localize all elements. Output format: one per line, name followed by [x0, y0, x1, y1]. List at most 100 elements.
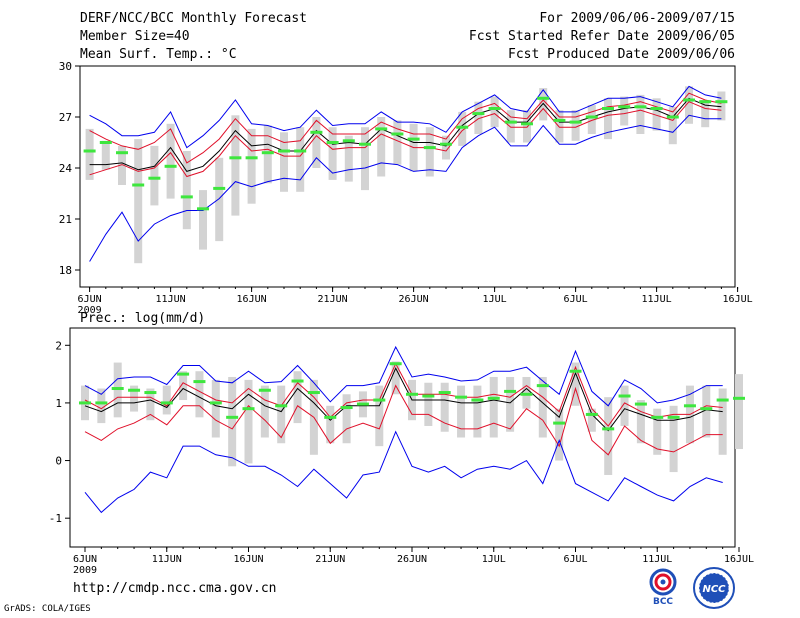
median-marker: [634, 402, 647, 406]
series-line-upper-inner: [84, 362, 723, 427]
spread-box: [474, 101, 483, 134]
spread-box: [134, 139, 143, 264]
spread-box: [150, 145, 159, 206]
median-marker: [602, 107, 614, 110]
y-tick-label: 18: [59, 264, 72, 277]
spread-box: [228, 376, 237, 467]
footer-url[interactable]: http://cmdp.ncc.cma.gov.cn: [73, 581, 277, 596]
x-tick-label: 11JUN: [152, 554, 182, 565]
series-line-min: [84, 430, 723, 514]
spread-box: [458, 111, 467, 146]
spread-box: [489, 376, 498, 438]
spread-box: [702, 385, 711, 438]
spread-box: [361, 127, 369, 191]
median-marker: [504, 120, 517, 124]
median-marker: [618, 105, 631, 109]
median-marker: [342, 139, 355, 143]
fcst-produced-date: Fcst Produced Date 2009/06/06: [508, 47, 735, 62]
spread-box: [280, 132, 288, 192]
median-marker: [715, 100, 728, 104]
spread-box: [652, 98, 661, 131]
median-marker: [683, 404, 696, 408]
x-tick-label: 21JUN: [315, 554, 345, 565]
spread-box: [263, 125, 272, 184]
median-marker: [193, 380, 206, 384]
median-marker: [245, 156, 258, 160]
spread-box: [179, 371, 188, 401]
median-marker: [307, 391, 320, 395]
chart-title: DERF/NCC/BCC Monthly Forecast: [80, 11, 307, 26]
spread-box: [101, 140, 110, 170]
y-tick-label: 21: [59, 213, 72, 226]
median-marker: [423, 146, 436, 150]
median-marker: [406, 392, 418, 396]
median-marker: [667, 415, 680, 419]
median-marker: [275, 404, 288, 408]
y-tick-label: 2: [55, 339, 62, 352]
spread-box: [211, 379, 220, 438]
y-tick-label: 1: [55, 397, 62, 410]
series-line-max: [84, 345, 723, 407]
median-marker: [569, 120, 582, 124]
spread-box: [215, 157, 224, 242]
spread-box: [473, 385, 482, 438]
spread-box: [669, 405, 678, 473]
spread-box: [199, 190, 207, 250]
series-line-lower-inner: [89, 101, 722, 178]
series-line-ensemble-mean: [84, 367, 723, 432]
median-marker: [164, 164, 177, 168]
median-marker: [373, 398, 386, 402]
median-marker: [700, 407, 713, 411]
median-marker: [504, 389, 517, 393]
x-tick-label: 16JUN: [233, 554, 263, 565]
median-marker: [666, 115, 679, 119]
member-size-label: Member Size=40: [80, 29, 190, 44]
x-tick-label: 11JUL: [642, 294, 672, 305]
spread-box: [539, 88, 548, 121]
median-marker: [197, 207, 209, 211]
median-marker: [456, 125, 469, 129]
median-marker: [291, 379, 304, 383]
median-marker: [144, 391, 157, 395]
x-tick-label: 16JUL: [724, 554, 754, 565]
spread-box: [393, 120, 402, 165]
spread-box: [604, 397, 613, 475]
series-line-max: [89, 85, 722, 149]
spread-box: [130, 385, 139, 412]
median-marker: [160, 401, 173, 405]
spread-box: [342, 394, 351, 444]
median-marker: [294, 149, 307, 153]
grads-credit: GrADS: COLA/IGES: [4, 604, 91, 614]
median-marker: [213, 186, 226, 190]
spread-box: [424, 382, 433, 426]
x-tick-year-label: 2009: [73, 565, 97, 576]
spread-box: [440, 382, 449, 432]
median-marker: [83, 149, 96, 153]
spread-box: [118, 145, 126, 185]
series-line-ensemble-mean: [89, 97, 722, 172]
median-marker: [440, 142, 452, 146]
median-marker: [226, 415, 239, 419]
spread-box: [685, 86, 693, 124]
spread-box: [377, 117, 386, 177]
median-marker: [585, 115, 598, 119]
spread-box: [162, 385, 171, 415]
median-marker: [733, 396, 745, 400]
spread-box: [166, 123, 175, 199]
x-tick-label: 16JUL: [723, 294, 753, 305]
x-tick-label: 26JUN: [397, 554, 427, 565]
x-tick-label: 6JUL: [563, 554, 587, 565]
spread-box: [587, 408, 596, 432]
spread-box: [312, 117, 321, 168]
median-marker: [356, 402, 369, 406]
forecast-period: For 2009/06/06-2009/07/15: [539, 11, 735, 26]
ncc-logo-text: NCC: [702, 584, 726, 595]
median-marker: [177, 372, 190, 376]
median-marker: [520, 392, 533, 396]
spread-box: [538, 376, 547, 438]
median-marker: [79, 401, 91, 405]
variable-label: Mean Surf. Temp.: °C: [80, 47, 237, 62]
median-marker: [699, 100, 712, 104]
bcc-logo: BCC: [649, 568, 677, 606]
